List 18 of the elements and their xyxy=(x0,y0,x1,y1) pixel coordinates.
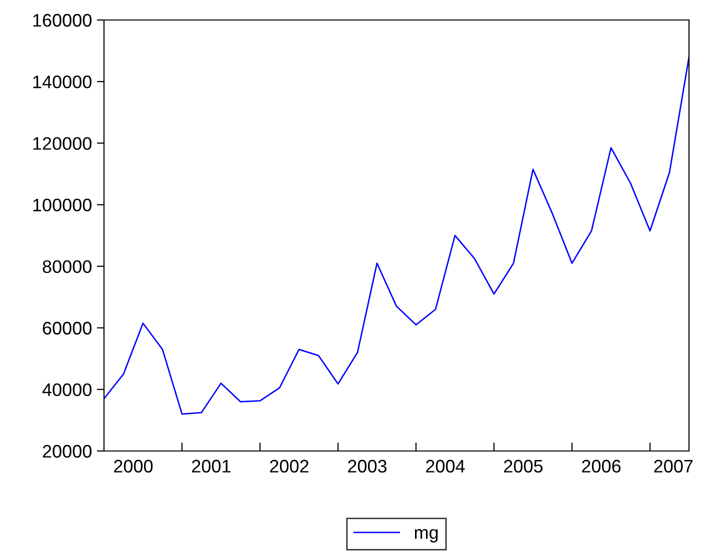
x-tick-label: 2005 xyxy=(504,460,543,473)
legend-label: mg xyxy=(414,529,438,542)
y-tick-label: 60000 xyxy=(42,322,92,335)
y-tick-label: 120000 xyxy=(33,137,92,150)
x-tick-label: 2001 xyxy=(192,460,230,473)
y-tick-label: 80000 xyxy=(42,260,92,274)
x-tick-label: 2000 xyxy=(114,460,153,473)
y-tick-label: 40000 xyxy=(42,383,92,396)
y-tick-label: 160000 xyxy=(33,14,92,27)
x-tick-label: 2004 xyxy=(426,460,465,473)
x-tick-label: 2006 xyxy=(582,460,621,473)
x-tick-label: 2003 xyxy=(348,460,387,473)
y-tick-label: 100000 xyxy=(33,198,92,212)
y-tick-label: 140000 xyxy=(33,76,92,88)
x-tick-label: 2002 xyxy=(270,460,308,473)
line-series xyxy=(104,56,689,415)
x-tick-label: 2007 xyxy=(654,460,693,473)
y-tick-label: 20000 xyxy=(42,444,92,458)
